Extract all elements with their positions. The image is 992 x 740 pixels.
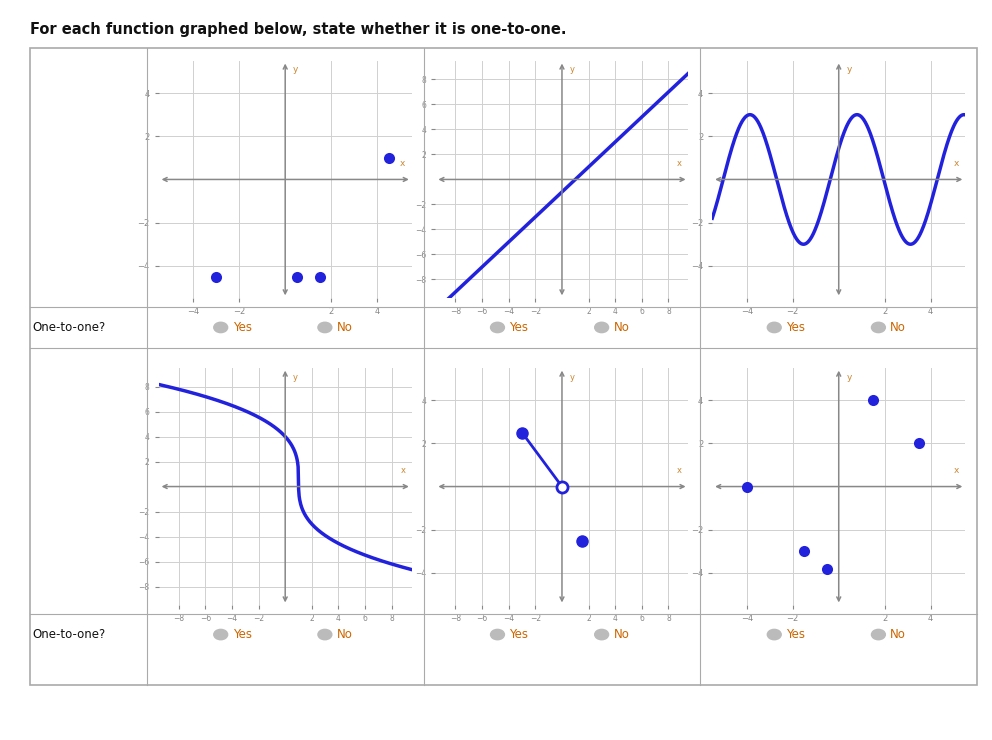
Text: Yes: Yes (786, 628, 806, 641)
Text: No: No (891, 321, 907, 334)
Text: x: x (678, 158, 682, 167)
Text: No: No (336, 628, 353, 641)
Text: One-to-one?: One-to-one? (33, 321, 106, 334)
Text: x: x (678, 465, 682, 474)
Text: y: y (846, 372, 852, 382)
Text: Yes: Yes (232, 628, 252, 641)
Text: y: y (569, 372, 574, 382)
Text: y: y (293, 372, 298, 382)
Text: y: y (293, 65, 299, 75)
Text: Yes: Yes (786, 321, 806, 334)
Text: Yes: Yes (509, 628, 529, 641)
Text: ↩: ↩ (794, 699, 809, 718)
Text: Yes: Yes (509, 321, 529, 334)
Text: No: No (613, 321, 630, 334)
Text: No: No (891, 628, 907, 641)
Text: y: y (846, 65, 852, 75)
Text: x: x (953, 158, 959, 167)
Text: x: x (953, 465, 959, 474)
Text: ?: ? (909, 699, 920, 718)
Text: ×: × (681, 699, 697, 719)
Text: No: No (336, 321, 353, 334)
Text: x: x (401, 465, 406, 474)
Text: x: x (400, 158, 406, 167)
Text: Yes: Yes (232, 321, 252, 334)
Text: For each function graphed below, state whether it is one-to-one.: For each function graphed below, state w… (30, 22, 566, 37)
Text: No: No (613, 628, 630, 641)
Text: y: y (569, 65, 574, 75)
Text: One-to-one?: One-to-one? (33, 628, 106, 641)
